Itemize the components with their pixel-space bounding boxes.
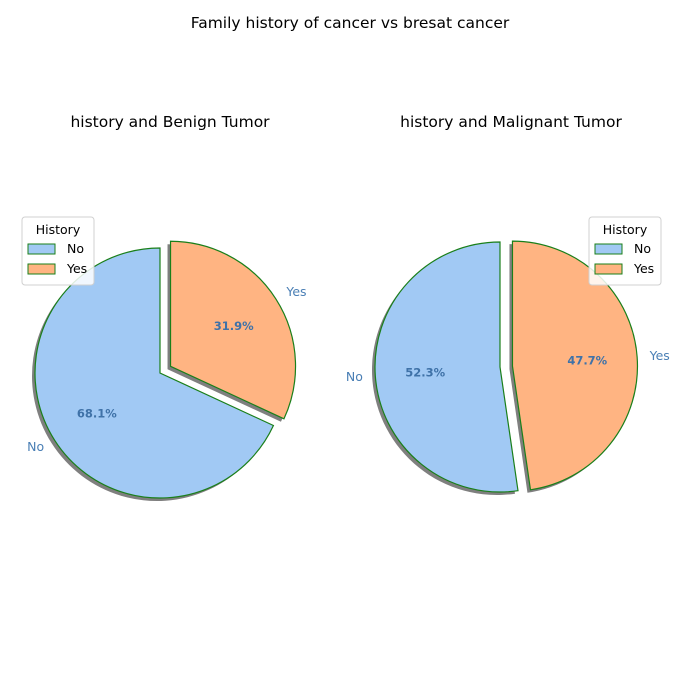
legend-title-benign: History (36, 222, 81, 237)
legend-swatch-malignant-yes (594, 263, 623, 275)
figure-title: Family history of cancer vs bresat cance… (191, 14, 510, 32)
legend-label-malignant-no: No (634, 241, 651, 256)
legend-swatch-benign-yes (27, 263, 56, 275)
legend-label-benign-no: No (67, 241, 84, 256)
legend-malignant: History No Yes (588, 216, 662, 286)
slice-percent-benign-yes: 31.9% (214, 319, 254, 333)
pie-slice-malignant-no (374, 241, 519, 493)
legend-benign: History No Yes (21, 216, 95, 286)
legend-swatch-benign-no (27, 243, 56, 255)
slice-label-benign-yes: Yes (285, 284, 306, 299)
slice-label-malignant-yes: Yes (649, 348, 670, 363)
pie-slice-malignant-yes (511, 240, 638, 491)
legend-title-malignant: History (603, 222, 648, 237)
legend-swatch-malignant-no (594, 243, 623, 255)
slice-percent-benign-no: 68.1% (77, 406, 117, 420)
pie-chart-benign: history and Benign Tumor No 68.1% Yes 31.9%… (21, 113, 307, 501)
slice-label-benign-no: No (27, 439, 44, 454)
pie-chart-malignant: history and Malignant Tumor No 52.3% Yes 47… (346, 113, 670, 495)
legend-label-benign-yes: Yes (66, 261, 87, 276)
slice-percent-malignant-yes: 47.7% (567, 354, 607, 368)
slice-percent-malignant-no: 52.3% (405, 365, 445, 379)
pie-title-benign: history and Benign Tumor (70, 113, 270, 131)
legend-label-malignant-yes: Yes (633, 261, 654, 276)
pie-title-malignant: history and Malignant Tumor (400, 113, 622, 131)
slice-label-malignant-no: No (346, 369, 363, 384)
pie-slice-benign-yes (169, 240, 297, 420)
